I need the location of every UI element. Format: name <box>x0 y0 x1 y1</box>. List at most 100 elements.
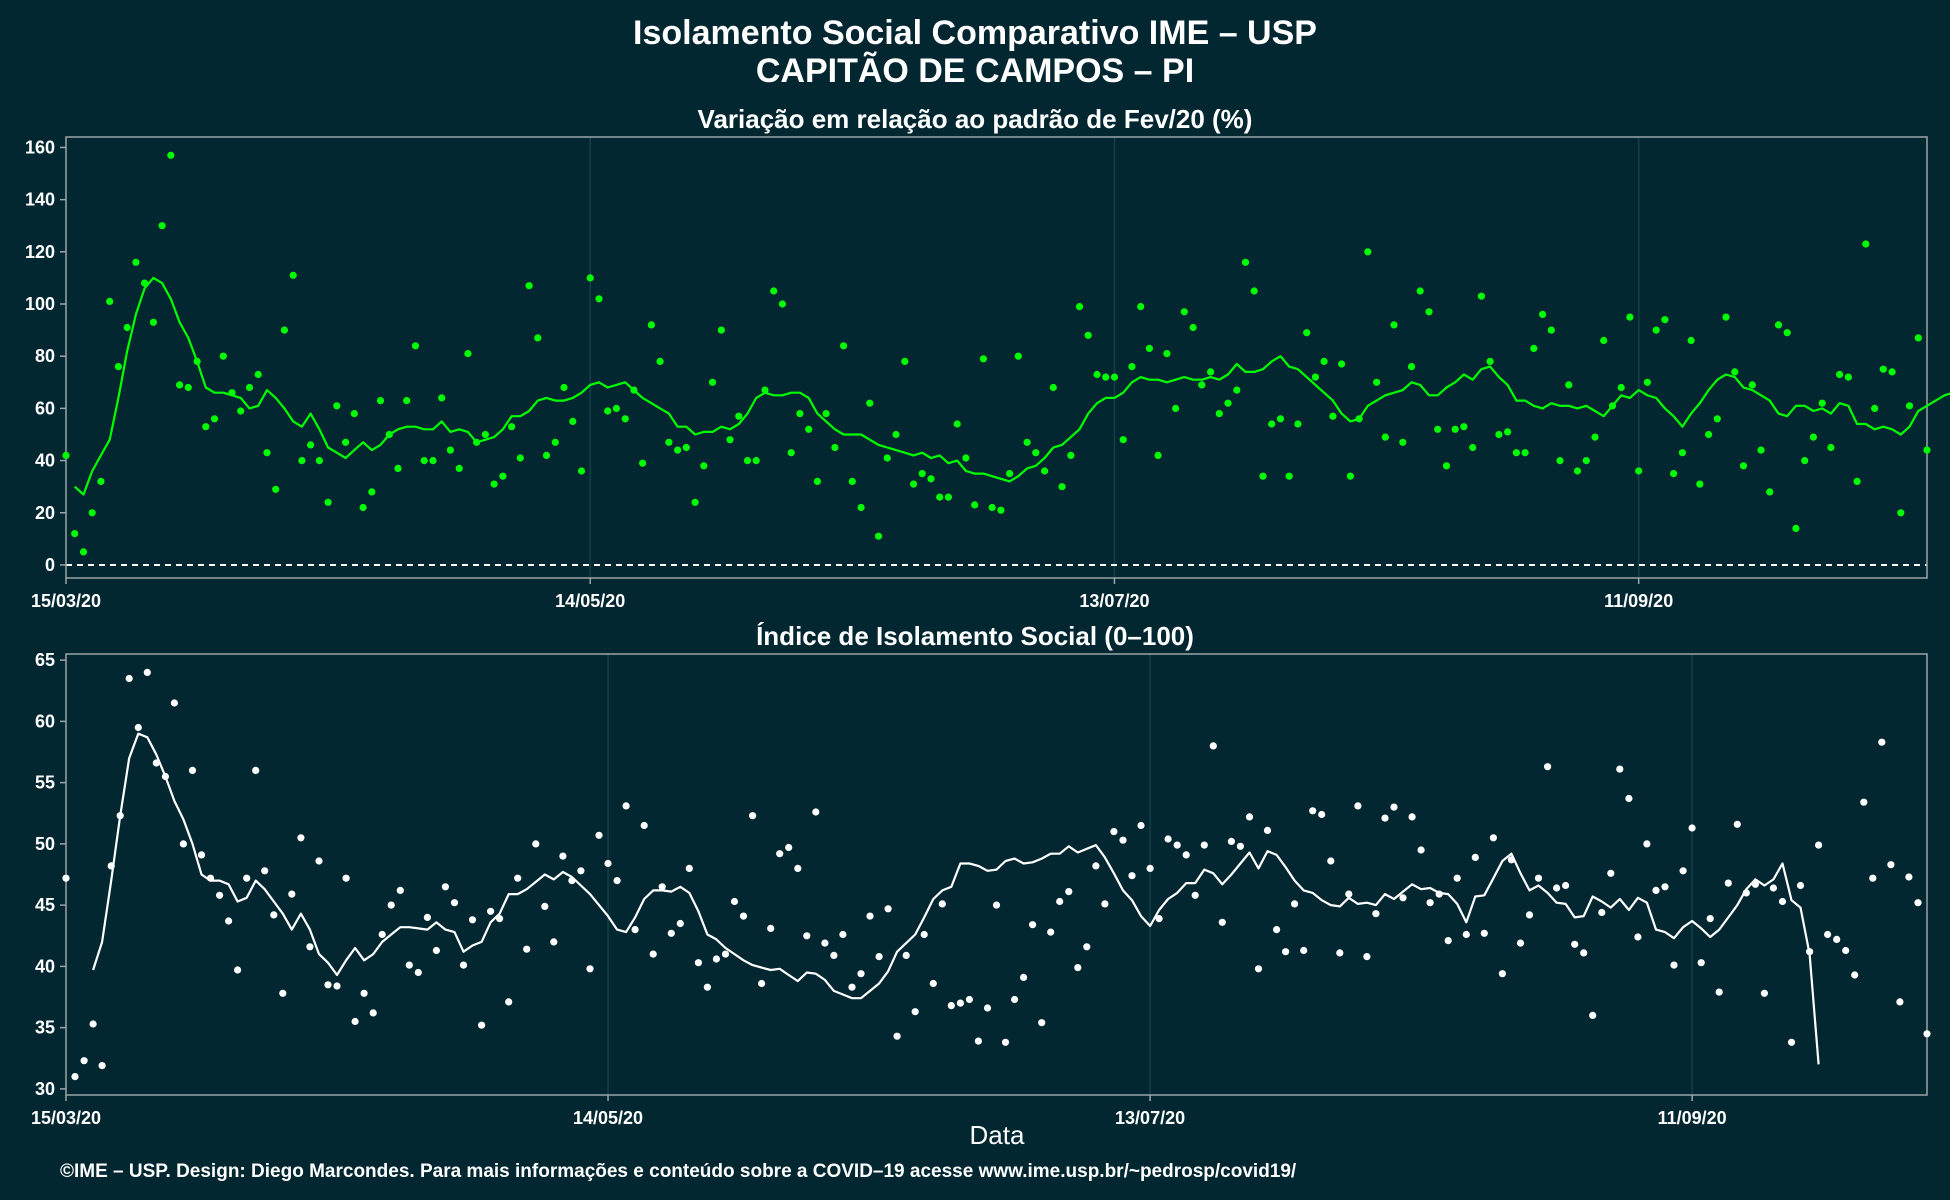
isolation-data-point <box>225 917 233 925</box>
variation-data-point <box>1311 373 1319 381</box>
variation-data-point <box>1329 412 1337 420</box>
variation-data-point <box>1373 378 1381 386</box>
isolation-data-point <box>730 897 739 906</box>
isolation-data-point <box>1137 821 1145 830</box>
isolation-x-tick-label: 13/07/20 <box>1115 1108 1185 1128</box>
variation-data-point <box>1390 321 1398 329</box>
isolation-data-point <box>613 877 621 885</box>
variation-data-point <box>176 381 184 389</box>
isolation-data-point <box>1083 943 1091 951</box>
variation-x-tick-label: 14/05/20 <box>555 591 625 611</box>
variation-data-point <box>114 363 122 371</box>
isolation-data-point <box>107 862 115 870</box>
variation-data-point <box>141 279 149 287</box>
isolation-data-point <box>414 968 422 977</box>
isolation-data-point <box>387 901 395 909</box>
variation-data-point <box>1678 449 1686 457</box>
isolation-data-point <box>1245 813 1254 821</box>
variation-data-point <box>682 443 690 452</box>
isolation-data-point <box>360 989 368 997</box>
variation-data-point <box>909 480 918 488</box>
isolation-data-point <box>342 874 350 882</box>
variation-data-point <box>237 407 245 415</box>
variation-data-point <box>778 300 787 308</box>
isolation-data-point <box>80 1057 88 1065</box>
variation-data-point <box>717 326 725 334</box>
variation-data-point <box>385 430 393 439</box>
variation-data-point <box>805 425 813 433</box>
variation-data-point <box>411 342 420 350</box>
variation-data-point <box>350 410 358 418</box>
isolation-data-point <box>640 821 648 830</box>
isolation-data-point <box>1074 964 1082 972</box>
isolation-data-point <box>71 1073 79 1081</box>
isolation-data-point <box>739 912 748 920</box>
isolation-data-point <box>1282 948 1290 956</box>
variation-data-point <box>97 477 105 485</box>
isolation-data-point <box>1715 988 1723 996</box>
isolation-data-point <box>1760 989 1768 997</box>
isolation-data-point <box>884 905 892 913</box>
variation-data-point <box>1731 368 1739 376</box>
isolation-data-point <box>1390 803 1398 811</box>
variation-data-point <box>1696 480 1704 488</box>
isolation-data-point <box>586 965 594 973</box>
variation-data-point <box>979 355 988 363</box>
isolation-y-tick-label: 40 <box>35 956 55 976</box>
variation-data-point <box>473 438 481 446</box>
isolation-data-point <box>1065 888 1073 896</box>
isolation-index-panel-title: Índice de Isolamento Social (0–100) <box>756 621 1194 651</box>
isolation-data-point <box>324 981 332 989</box>
isolation-data-point <box>1607 869 1615 877</box>
variation-data-point <box>1809 433 1817 441</box>
isolation-data-point <box>1119 836 1127 844</box>
isolation-data-point <box>1534 874 1543 882</box>
isolation-data-point <box>1851 971 1859 979</box>
isolation-data-point <box>1923 1030 1931 1038</box>
isolation-y-tick-label: 35 <box>35 1018 55 1038</box>
isolation-data-point <box>1173 841 1181 849</box>
variation-data-point <box>193 357 201 365</box>
isolation-data-point <box>1300 946 1308 955</box>
variation-data-point <box>1163 350 1171 358</box>
isolation-data-point <box>604 859 612 868</box>
variation-data-point <box>1434 425 1442 433</box>
isolation-data-point <box>577 867 585 875</box>
variation-data-point <box>1652 326 1660 334</box>
isolation-data-point <box>649 950 657 958</box>
variation-data-point <box>1303 329 1311 337</box>
isolation-data-point <box>794 864 802 873</box>
variation-data-point <box>1818 399 1826 407</box>
isolation-data-point <box>712 955 721 963</box>
isolation-data-point <box>1146 864 1154 873</box>
variation-data-point <box>1862 240 1870 248</box>
isolation-data-point <box>1571 940 1579 948</box>
variation-data-point <box>612 404 621 412</box>
isolation-data-point <box>1471 853 1479 862</box>
variation-data-point <box>1399 438 1407 446</box>
variation-data-point <box>577 467 586 475</box>
variation-data-point <box>743 457 752 465</box>
isolation-data-point <box>1417 846 1425 854</box>
variation-data-point <box>1049 383 1057 392</box>
variation-data-point <box>1801 457 1809 465</box>
isolation-data-point <box>1092 862 1100 870</box>
variation-data-point <box>254 370 262 379</box>
isolation-data-point <box>1480 929 1488 937</box>
isolation-data-point <box>1498 970 1506 978</box>
isolation-data-point <box>1435 890 1443 898</box>
variation-data-point <box>1215 410 1223 418</box>
isolation-y-tick-label: 30 <box>35 1079 55 1099</box>
isolation-data-point <box>1318 810 1326 819</box>
variation-y-tick-label: 100 <box>25 294 55 314</box>
isolation-data-point <box>315 857 323 865</box>
variation-data-point <box>1093 370 1101 379</box>
isolation-data-point <box>1652 886 1660 895</box>
isolation-data-point <box>1580 949 1588 957</box>
variation-data-point <box>376 397 385 405</box>
isolation-data-point <box>902 951 910 960</box>
variation-data-point <box>1626 313 1634 321</box>
isolation-data-point <box>812 808 820 816</box>
variation-data-point <box>1670 470 1678 478</box>
isolation-frame <box>65 653 1928 1096</box>
